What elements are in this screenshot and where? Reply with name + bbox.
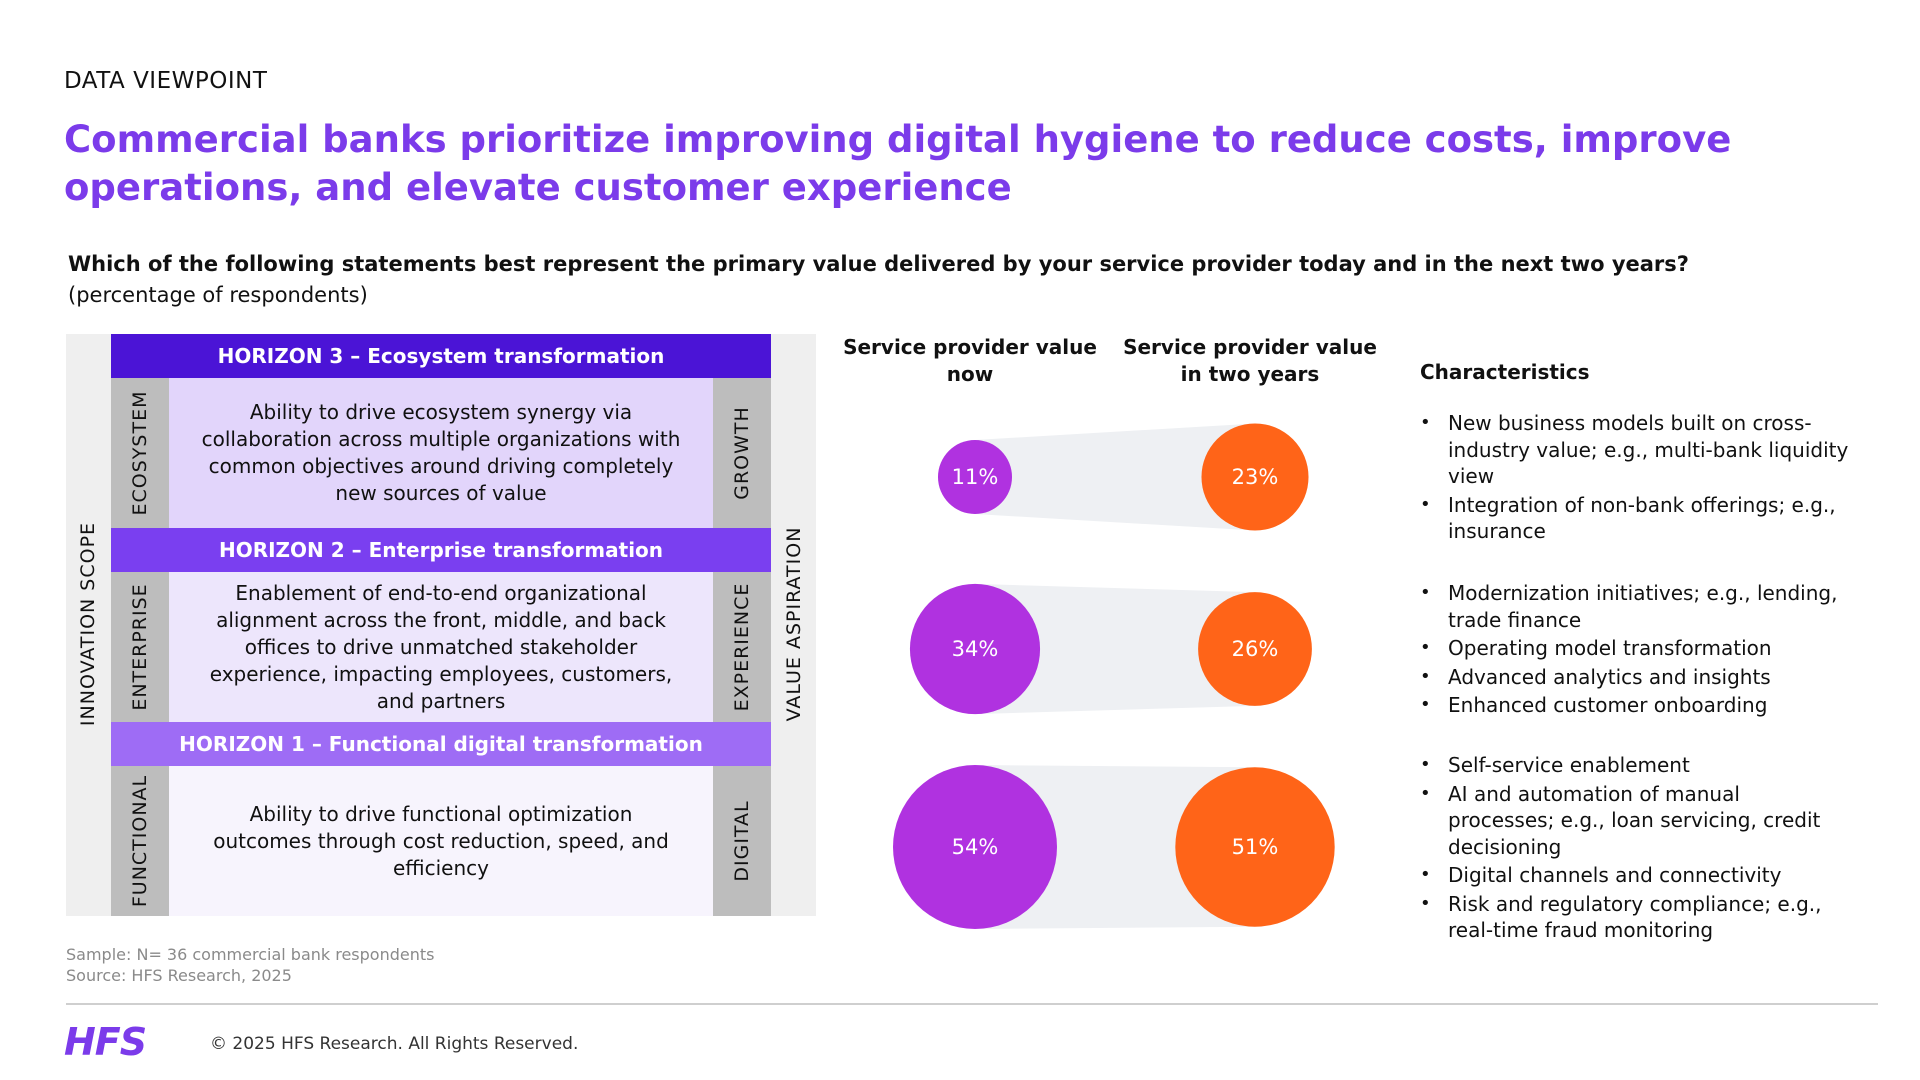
connector-band <box>975 583 1255 715</box>
horizon-2-scope: ENTERPRISE <box>111 572 169 722</box>
horizon-1-aspiration: DIGITAL <box>713 766 771 916</box>
bubble <box>1201 423 1309 531</box>
bubble-svg: 11% 34% 54% 23% 26% 51% <box>893 423 1335 929</box>
horizon-1-row: FUNCTIONAL Ability to drive functional o… <box>111 766 771 916</box>
survey-question-sub: (percentage of respondents) <box>68 283 368 307</box>
column-header-two-years: Service provider value in two years <box>1123 335 1377 386</box>
horizon-framework: INNOVATION SCOPE VALUE ASPIRATION HORIZO… <box>66 334 816 916</box>
horizon-3-aspiration: GROWTH <box>713 378 771 528</box>
horizon-2-description: Enablement of end-to-end organizational … <box>169 572 713 722</box>
column-header-now: Service provider value now <box>843 335 1097 386</box>
innovation-scope-label: INNOVATION SCOPE <box>77 521 99 727</box>
characteristics-list-h3: New business models built on cross-indus… <box>1420 410 1850 547</box>
list-item: AI and automation of manual processes; e… <box>1420 781 1850 861</box>
data-label: 23% <box>1232 465 1279 489</box>
horizon-2-aspiration: EXPERIENCE <box>713 572 771 722</box>
source-note: Source: HFS Research, 2025 <box>66 966 292 985</box>
characteristics-list-h1: Self-service enablement AI and automatio… <box>1420 752 1850 946</box>
horizon-1-scope: FUNCTIONAL <box>111 766 169 916</box>
footer-divider <box>66 1003 1878 1005</box>
hfs-logo: HFS <box>64 1020 147 1064</box>
bubble <box>893 765 1057 929</box>
horizon-3-description: Ability to drive ecosystem synergy via c… <box>169 378 713 528</box>
list-item: Digital channels and connectivity <box>1420 862 1850 889</box>
horizon-3-header: HORIZON 3 – Ecosystem transformation <box>111 334 771 378</box>
page-title: Commercial banks prioritize improving di… <box>64 118 1732 209</box>
bubble <box>1175 767 1335 927</box>
bubble <box>1198 592 1312 706</box>
list-item: Self-service enablement <box>1420 752 1850 779</box>
connector-band <box>975 423 1255 531</box>
data-label: 34% <box>952 637 999 661</box>
horizon-2-row: ENTERPRISE Enablement of end-to-end orga… <box>111 572 771 722</box>
survey-question: Which of the following statements best r… <box>68 252 1689 276</box>
list-item: Enhanced customer onboarding <box>1420 692 1850 719</box>
horizon-1-header: HORIZON 1 – Functional digital transform… <box>111 722 771 766</box>
value-aspiration-label: VALUE ASPIRATION <box>783 526 805 722</box>
horizon-1-description: Ability to drive functional optimization… <box>169 766 713 916</box>
characteristics-heading: Characteristics <box>1420 360 1590 384</box>
data-label: 51% <box>1232 835 1279 859</box>
list-item: Modernization initiatives; e.g., lending… <box>1420 580 1850 633</box>
copyright-text: © 2025 HFS Research. All Rights Reserved… <box>210 1034 579 1054</box>
bubble-chart: Service provider value now Service provi… <box>830 320 1390 960</box>
list-item: Operating model transformation <box>1420 635 1850 662</box>
bubble <box>937 439 1013 515</box>
data-label: 54% <box>952 835 999 859</box>
characteristics-list-h2: Modernization initiatives; e.g., lending… <box>1420 580 1850 721</box>
list-item: Risk and regulatory compliance; e.g., re… <box>1420 891 1850 944</box>
data-label: 11% <box>952 465 999 489</box>
list-item: Integration of non-bank offerings; e.g.,… <box>1420 492 1850 545</box>
horizon-2-header: HORIZON 2 – Enterprise transformation <box>111 528 771 572</box>
kicker-label: DATA VIEWPOINT <box>64 68 268 94</box>
horizon-3-scope: ECOSYSTEM <box>111 378 169 528</box>
bubble <box>909 583 1041 715</box>
list-item: Advanced analytics and insights <box>1420 664 1850 691</box>
horizon-3-row: ECOSYSTEM Ability to drive ecosystem syn… <box>111 378 771 528</box>
list-item: New business models built on cross-indus… <box>1420 410 1850 490</box>
sample-note: Sample: N= 36 commercial bank respondent… <box>66 945 435 964</box>
data-label: 26% <box>1232 637 1279 661</box>
